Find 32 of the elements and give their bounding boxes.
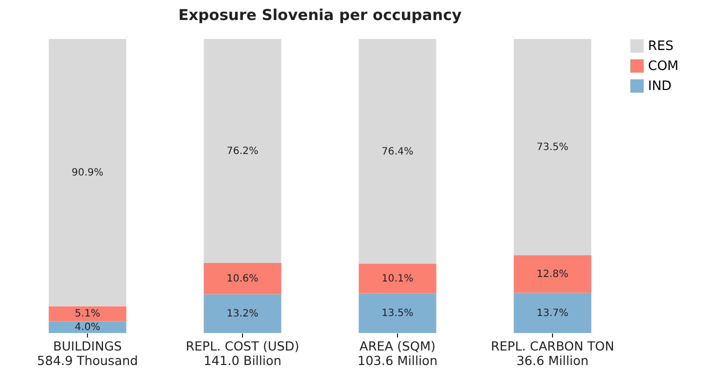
data-label: 90.9% <box>72 168 104 179</box>
x-tick-label: REPL. COST (USD) 141.0 Billion <box>186 338 300 368</box>
data-label: 5.1% <box>74 308 100 320</box>
bar <box>204 263 282 294</box>
bar <box>358 39 436 264</box>
legend-label: RES <box>648 39 674 54</box>
bar <box>48 321 126 333</box>
x-tick-label: BUILDINGS 584.9 Thousand <box>37 338 138 368</box>
legend-label: COM <box>648 59 679 74</box>
data-label: 12.8% <box>536 268 568 280</box>
bar <box>204 39 282 264</box>
bar <box>358 264 436 294</box>
data-label: 10.1% <box>382 273 414 284</box>
bar <box>514 255 592 293</box>
bar <box>358 293 436 333</box>
data-label: 13.2% <box>226 308 258 320</box>
data-label: 13.5% <box>382 308 414 320</box>
data-label: 76.2% <box>226 146 258 158</box>
data-label: 76.4% <box>382 146 414 158</box>
chart-title: Exposure Slovenia per occupancy <box>178 6 462 24</box>
bar <box>204 294 282 333</box>
bar <box>514 292 592 333</box>
data-label: 13.7% <box>536 308 568 319</box>
data-label: 4.0% <box>74 322 100 334</box>
data-label: 10.6% <box>226 274 258 285</box>
x-tick-label: REPL. CARBON TON 36.6 Million <box>490 338 614 368</box>
bar <box>514 39 592 256</box>
x-tick-label: AREA (SQM) 103.6 Million <box>357 338 438 368</box>
legend-label: IND <box>648 79 672 94</box>
bar <box>48 39 126 306</box>
data-label: 73.5% <box>536 142 568 154</box>
bar <box>48 306 126 322</box>
